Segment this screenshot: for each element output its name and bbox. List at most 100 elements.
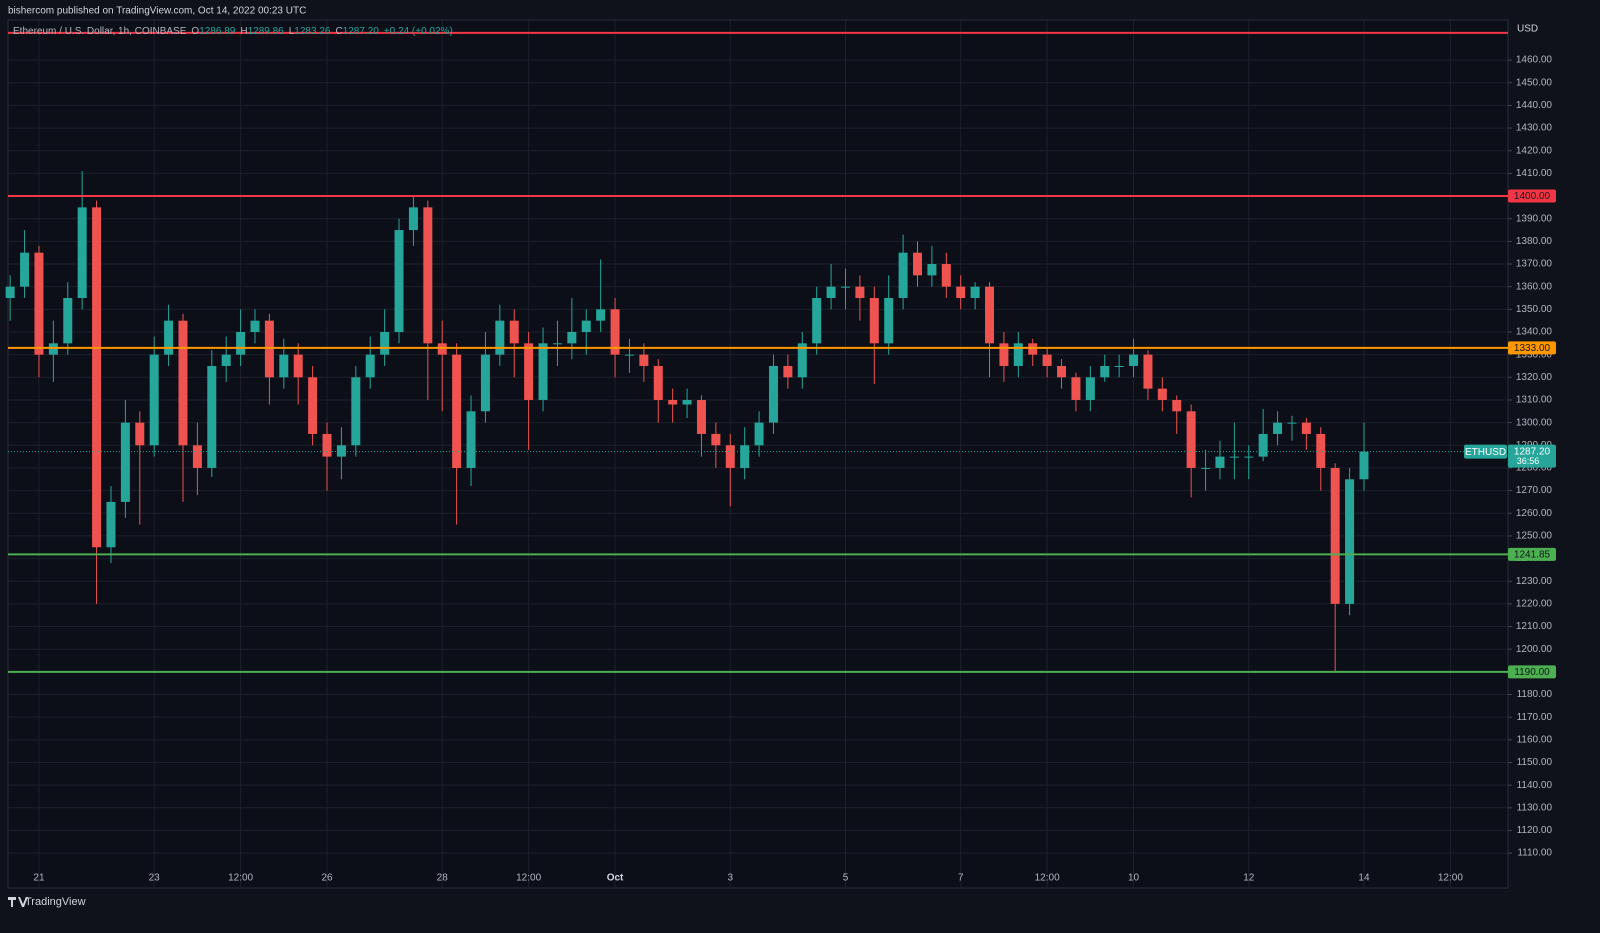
candle-body xyxy=(5,286,15,299)
candle-body xyxy=(192,445,202,468)
x-tick-label: 21 xyxy=(33,873,45,884)
candle-body xyxy=(624,354,634,356)
symbol-badge xyxy=(1464,444,1507,459)
candle-body xyxy=(63,298,73,344)
candle-body xyxy=(1301,422,1311,434)
y-tick-label: 1300.00 xyxy=(1516,417,1553,428)
candle-body xyxy=(408,207,418,231)
level-badge xyxy=(1508,341,1556,355)
candle-body xyxy=(581,320,591,332)
candle-body xyxy=(452,354,462,468)
plot xyxy=(5,20,1508,888)
y-tick-label: 1320.00 xyxy=(1516,372,1553,383)
candle-body xyxy=(207,365,217,468)
x-tick-label: 28 xyxy=(437,873,449,884)
y-tick-label: 1370.00 xyxy=(1516,259,1553,270)
y-tick-label: 1220.00 xyxy=(1516,599,1553,610)
legend: Ethereum / U.S. Dollar, 1h, COINBASE O 128… xyxy=(13,26,453,37)
candle-body xyxy=(740,445,750,468)
candle-body xyxy=(336,445,346,457)
legend-key: O xyxy=(191,26,199,37)
y-tick-label: 1140.00 xyxy=(1517,780,1553,791)
candle-body xyxy=(797,343,807,378)
candle-body xyxy=(279,354,289,378)
candle-body xyxy=(913,252,923,276)
candle-body xyxy=(1186,411,1196,468)
candle-body xyxy=(812,298,822,344)
candle-body xyxy=(34,252,44,355)
candle-body xyxy=(178,320,188,446)
candle-body xyxy=(711,433,721,446)
candle-body xyxy=(77,207,87,299)
candle-body xyxy=(495,320,505,355)
candle-body xyxy=(92,207,102,548)
candle-body xyxy=(466,411,476,468)
header: bishercom published on TradingView.com, … xyxy=(8,6,306,17)
x-tick-label: 12:00 xyxy=(516,873,541,884)
candle-body xyxy=(783,365,793,378)
level-badge xyxy=(1508,665,1556,679)
candle-body xyxy=(423,207,433,344)
candle-body xyxy=(1229,456,1239,458)
x-tick-label: 26 xyxy=(321,873,333,884)
level-label: 1333.00 xyxy=(1514,343,1551,354)
candle-body xyxy=(884,298,894,344)
y-tick-label: 1360.00 xyxy=(1516,281,1553,292)
x-tick-label: 3 xyxy=(727,873,733,884)
candle-body xyxy=(1143,354,1153,389)
x-tick-label: 5 xyxy=(843,873,849,884)
level-badge xyxy=(1508,189,1556,203)
countdown: 36:56 xyxy=(1517,456,1540,466)
y-tick-label: 1160.00 xyxy=(1517,734,1553,745)
candle-body xyxy=(567,331,577,344)
x-tick-label: 10 xyxy=(1128,873,1140,884)
level-label: 1190.00 xyxy=(1514,667,1550,678)
y-tick-label: 1310.00 xyxy=(1516,395,1553,406)
candle-body xyxy=(437,343,447,355)
x-tick-label: Oct xyxy=(607,873,624,884)
y-tick-label: 1390.00 xyxy=(1516,213,1553,224)
candle-body xyxy=(869,298,879,344)
legend-change: +0.24 (+0.02%) xyxy=(384,26,453,37)
candle-body xyxy=(48,343,58,355)
y-tick-label: 1180.00 xyxy=(1517,689,1553,700)
x-tick-label: 14 xyxy=(1358,873,1370,884)
candle-body xyxy=(351,377,361,446)
candle-body xyxy=(380,331,390,355)
candle-body xyxy=(293,354,303,378)
legend-key: H xyxy=(240,26,247,37)
y-tick-label: 1270.00 xyxy=(1516,485,1553,496)
y-tick-label: 1340.00 xyxy=(1516,327,1553,338)
currency: USD xyxy=(1517,24,1538,35)
candle-body xyxy=(1114,365,1124,367)
y-tick-label: 1130.00 xyxy=(1517,802,1553,813)
y-tick-label: 1250.00 xyxy=(1516,531,1553,542)
candle-body xyxy=(610,309,620,355)
legend-value: 1289.86 xyxy=(248,26,285,37)
legend-value: 1287.20 xyxy=(343,26,380,37)
y-tick-label: 1460.00 xyxy=(1516,55,1553,66)
footer: TradingView xyxy=(25,896,86,908)
candle-body xyxy=(1258,433,1268,457)
y-tick-label: 1450.00 xyxy=(1516,77,1553,88)
x-tick-label: 12:00 xyxy=(1438,873,1463,884)
candle-body xyxy=(1287,422,1297,424)
candle-body xyxy=(106,501,116,548)
y-tick-label: 1280.00 xyxy=(1516,463,1553,474)
candle-body xyxy=(135,422,145,446)
candle-body xyxy=(1013,343,1023,366)
y-tick-label: 1330.00 xyxy=(1516,349,1553,360)
y-tick-label: 1150.00 xyxy=(1517,757,1553,768)
price-label: 1287.20 xyxy=(1514,446,1551,457)
y-tick-label: 1440.00 xyxy=(1516,100,1553,111)
candle-body xyxy=(1129,354,1139,366)
y-tick-label: 1260.00 xyxy=(1516,508,1553,519)
logo xyxy=(8,897,28,907)
candle-body xyxy=(1345,479,1355,604)
candle-body xyxy=(855,286,865,299)
legend-title: Ethereum / U.S. Dollar, 1h, COINBASE xyxy=(13,26,187,37)
candle-body xyxy=(999,343,1009,366)
symbol-label: ETHUSD xyxy=(1465,447,1506,458)
candle-body xyxy=(1330,467,1340,604)
y-tick-label: 1230.00 xyxy=(1516,576,1553,587)
